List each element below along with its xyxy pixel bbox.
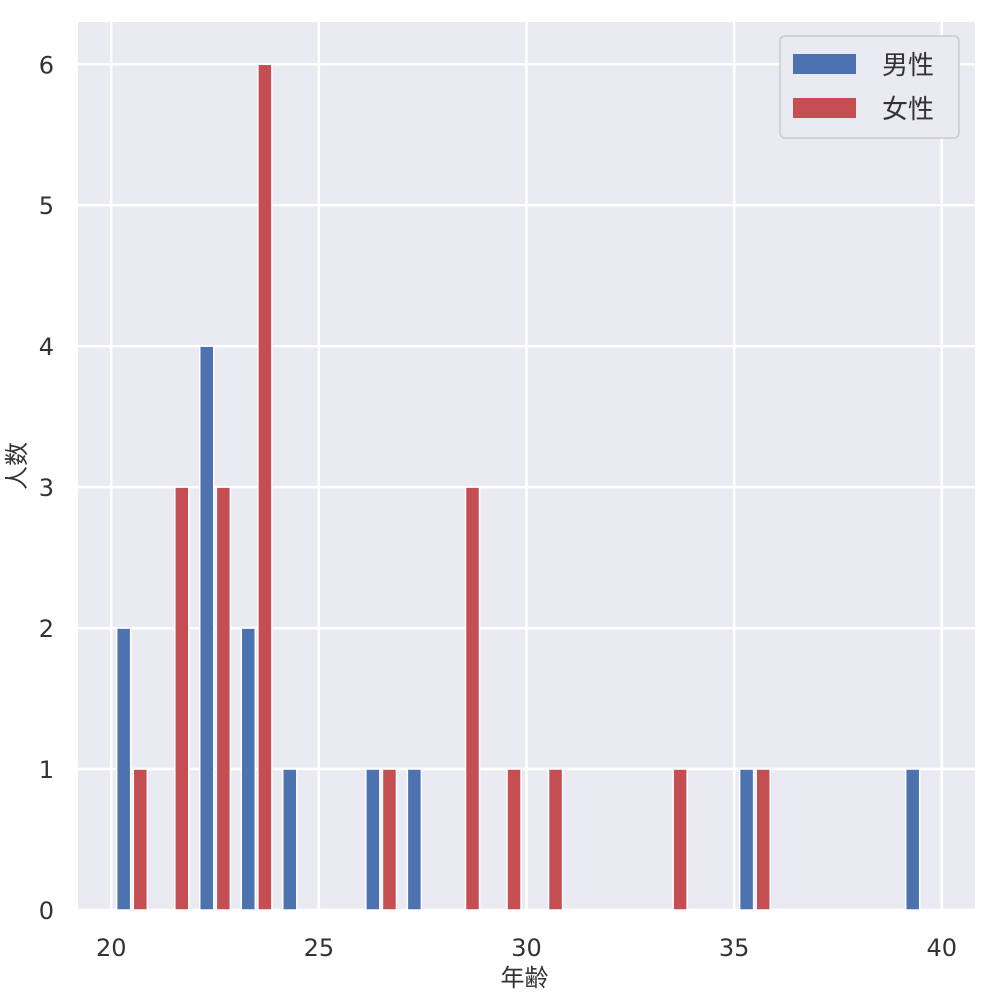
legend-label-female: 女性 (882, 95, 934, 125)
bar-male (406, 768, 423, 911)
bar-male (198, 345, 215, 911)
bar-male (282, 768, 298, 911)
legend-swatch-female (793, 98, 856, 118)
bar-female (215, 486, 232, 911)
bar-male (115, 627, 132, 911)
bar-male (738, 768, 755, 911)
y-tick-label: 6 (39, 51, 54, 79)
x-tick-label: 20 (96, 934, 127, 962)
bar-male (904, 768, 921, 911)
bar-female (672, 768, 688, 911)
legend-label-male: 男性 (882, 51, 934, 81)
legend: 男性 女性 (779, 35, 960, 139)
y-tick-labels: 0 1 2 3 4 5 6 (39, 51, 54, 925)
bar-female (755, 768, 771, 911)
bar-female (132, 768, 149, 911)
bar-female (547, 768, 564, 911)
bar-female (381, 768, 398, 911)
y-tick-label: 4 (39, 333, 54, 361)
y-tick-label: 1 (39, 756, 54, 784)
y-axis-title: 人数 (3, 442, 31, 490)
x-tick-label: 35 (719, 934, 750, 962)
y-tick-label: 2 (39, 615, 54, 643)
bar-male (240, 627, 257, 911)
x-tick-label: 30 (511, 934, 542, 962)
bar-female (506, 768, 522, 911)
bar-female (257, 63, 273, 911)
x-tick-label: 40 (927, 934, 958, 962)
x-tick-labels: 20 25 30 35 40 (96, 934, 957, 962)
bars (115, 63, 921, 911)
x-tick-label: 25 (304, 934, 335, 962)
bar-female (174, 486, 190, 911)
y-tick-label: 5 (39, 192, 54, 220)
x-axis-title: 年齢 (501, 964, 549, 992)
bar-female (464, 486, 481, 911)
legend-swatch-male (793, 54, 856, 74)
bar-male (365, 768, 381, 911)
y-tick-label: 0 (39, 897, 54, 925)
y-tick-label: 3 (39, 474, 54, 502)
